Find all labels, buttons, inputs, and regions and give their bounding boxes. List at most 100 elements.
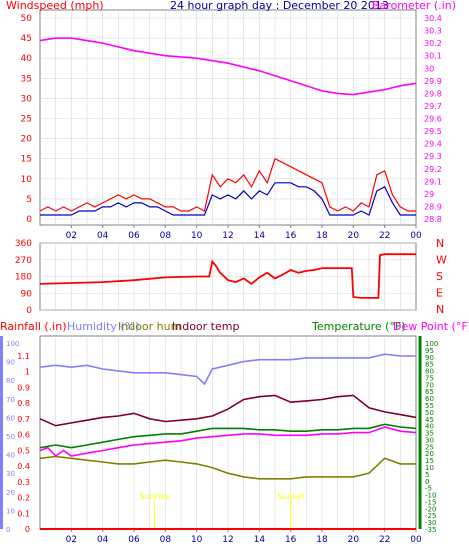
hour-tick-label: 02 xyxy=(66,535,77,545)
temperature-tick-label: 65 xyxy=(425,388,434,396)
legend-humidity: Humidity (%) xyxy=(67,320,139,333)
hour-tick-label: 02 xyxy=(66,231,77,241)
hour-tick-label: 04 xyxy=(97,231,109,241)
hour-tick-label: 06 xyxy=(128,535,140,545)
humidity-tick-label: 80 xyxy=(6,377,15,385)
hour-tick-label: 14 xyxy=(254,231,266,241)
direction-panel-lines xyxy=(39,253,416,299)
humidity-tick-label: 40 xyxy=(6,452,15,460)
direction-tick-label: 360 xyxy=(15,239,32,249)
wind-panel-lines xyxy=(39,37,417,216)
temperature-tick-label: 75 xyxy=(425,374,434,382)
indoor_hum-line xyxy=(39,455,416,480)
temperature-tick-label: 100 xyxy=(425,340,438,348)
temperature-tick-label: 10 xyxy=(425,464,434,472)
indoor_temp-line xyxy=(39,394,417,427)
rainfall-tick-label: 0.4 xyxy=(17,462,30,471)
barometer-tick-label: 29.8 xyxy=(424,89,442,98)
rainfall-axis-ticks: 0 0.1 0.2 0.3 0.4 0.5 0.6 0.7 0.8 0.9 1 1.1 xyxy=(17,352,30,534)
hour-tick-label: 22 xyxy=(379,231,390,241)
sun-label: Sunrise xyxy=(139,492,169,501)
temperature-tick-label: -10 xyxy=(425,492,436,500)
windspeed-tick-label: 30 xyxy=(21,94,33,104)
legend-dew-point: Dew Point (°F) xyxy=(393,320,469,333)
humidity-tick-label: 30 xyxy=(6,470,15,478)
rain-humidity-temp-panel: 0 0.1 0.2 0.3 0.4 0.5 0.6 0.7 0.8 0.9 1 1.1 0 10 20 30… xyxy=(0,320,469,545)
temperature-tick-label: 40 xyxy=(425,423,434,431)
legend-indoor-temp: Indoor temp xyxy=(172,320,239,333)
hour-tick-label: 06 xyxy=(128,231,140,241)
hour-tick-label: 20 xyxy=(348,231,360,241)
humidity-tick-label: 50 xyxy=(6,433,15,441)
temperature-tick-label: 5 xyxy=(425,471,429,479)
temperature-tick-label: 50 xyxy=(425,409,434,417)
windspeed-axis-ticks: 0 5 10 15 20 25 30 35 40 45 50 xyxy=(21,14,33,225)
direction-tick-label: 180 xyxy=(15,273,32,283)
windspeed-tick-label: 0 xyxy=(26,215,32,225)
rainfall-tick-label: 0 xyxy=(25,525,30,534)
temperature-axis-ticks: -35-30-25-20-15-10-505101520253035404550… xyxy=(418,336,438,534)
hour-tick-label: 18 xyxy=(316,231,328,241)
hour-tick-label: 16 xyxy=(285,535,297,545)
temperature-tick-label: 90 xyxy=(425,354,434,362)
barometer-tick-label: 30.2 xyxy=(424,39,442,48)
humidity-tick-label: 100 xyxy=(6,340,19,348)
rainfall-tick-label: 1.1 xyxy=(17,352,30,361)
barometer-tick-label: 28.8 xyxy=(424,215,442,224)
hour-tick-label: 00 xyxy=(410,231,422,241)
temperature-tick-label: -20 xyxy=(425,505,436,513)
wind_avg-line xyxy=(40,182,416,216)
legend-temperature: Temperature (°F) xyxy=(311,320,406,333)
rainfall-tick-label: 0.8 xyxy=(17,399,30,408)
barometer-tick-label: 29 xyxy=(424,190,434,199)
windspeed-tick-label: 45 xyxy=(21,34,32,44)
temperature-tick-label: 70 xyxy=(425,381,434,389)
compass-label: N xyxy=(436,237,444,250)
rainfall-tick-label: 0.9 xyxy=(17,383,30,392)
temperature-tick-label: -5 xyxy=(425,485,432,493)
chart-title: 24 hour graph day : December 20 2013 xyxy=(170,0,389,12)
hour-tick-label: 12 xyxy=(222,231,233,241)
windspeed-tick-label: 25 xyxy=(21,115,32,125)
rainfall-tick-label: 0.7 xyxy=(17,415,30,424)
windspeed-tick-label: 5 xyxy=(26,195,32,205)
temperature-tick-label: 45 xyxy=(425,416,434,424)
temp-panel-lines xyxy=(39,353,417,530)
windspeed-tick-label: 10 xyxy=(21,175,33,185)
temperature-tick-label: 80 xyxy=(425,368,434,376)
humidity-tick-label: 20 xyxy=(6,489,15,497)
compass-label: E xyxy=(436,287,443,300)
barometer-tick-label: 30.3 xyxy=(424,27,442,36)
barometer-tick-label: 28.9 xyxy=(424,202,442,211)
hour-tick-label: 12 xyxy=(222,535,233,545)
temperature-line xyxy=(39,423,417,449)
barometer-line xyxy=(39,37,417,96)
humidity-tick-label: 90 xyxy=(6,359,15,367)
temperature-tick-label: -30 xyxy=(425,519,436,527)
legend-rainfall: Rainfall (.in) xyxy=(0,320,67,333)
temperature-tick-label: -35 xyxy=(425,526,436,534)
temperature-tick-label: 85 xyxy=(425,361,434,369)
temperature-tick-label: 30 xyxy=(425,436,434,444)
barometer-tick-label: 30 xyxy=(424,64,434,73)
hour-tick-label: 18 xyxy=(316,535,328,545)
hour-tick-label: 08 xyxy=(160,231,172,241)
humidity-line xyxy=(39,353,416,386)
barometer-tick-label: 29.5 xyxy=(424,127,442,136)
hour-tick-label: 20 xyxy=(348,535,360,545)
wind_gust-line xyxy=(39,157,416,212)
sun-annotations: Sunrise Sunset xyxy=(139,492,304,529)
hour-tick-label: 08 xyxy=(160,535,172,545)
barometer-tick-label: 29.3 xyxy=(424,152,442,161)
humidity-tick-label: 70 xyxy=(6,396,15,404)
barometer-tick-label: 29.7 xyxy=(424,102,442,111)
wind-panel-hour-ticks: 02 04 06 08 10 12 14 16 18 20 22 00 xyxy=(66,225,422,241)
temperature-tick-label: 95 xyxy=(425,347,434,355)
direction-tick-label: 0 xyxy=(26,306,32,316)
hour-tick-label: 10 xyxy=(191,231,203,241)
temperature-tick-label: 20 xyxy=(425,450,434,458)
